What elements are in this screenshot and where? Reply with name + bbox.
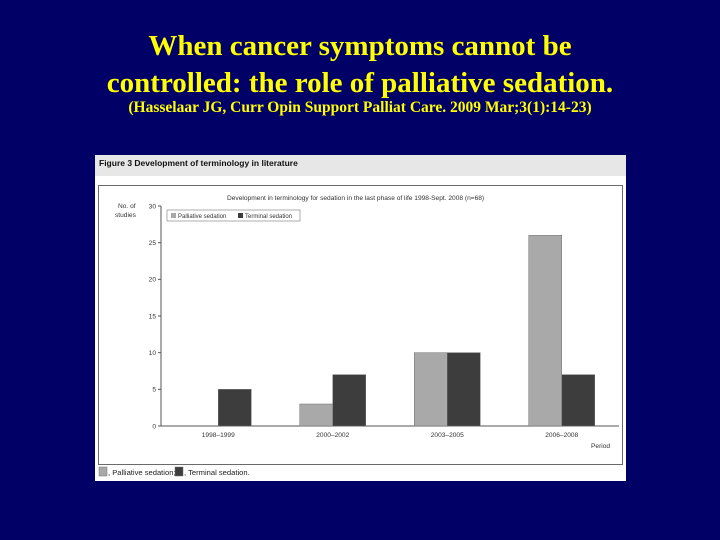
bar-palliative-sedation [299, 403, 333, 427]
slide-title-line-2: controlled: the role of palliative sedat… [106, 67, 614, 99]
footer-legend-swatch [174, 466, 184, 477]
x-axis-label: Period [591, 443, 610, 450]
bar-terminal-sedation [332, 374, 366, 427]
y-tick-label: 20 [149, 277, 157, 284]
bar-terminal-sedation [561, 374, 595, 427]
legend-box [166, 209, 301, 222]
x-tick-label: 2006–2008 [545, 432, 578, 439]
x-tick-label: 2003–2005 [431, 432, 464, 439]
y-tick-label: 30 [149, 203, 157, 210]
footer-legend-swatch [98, 466, 108, 477]
bar-palliative-sedation [528, 235, 562, 427]
chart: Development in terminology for sedation … [98, 185, 623, 477]
bars [218, 235, 595, 427]
figure-panel: Figure 3 Development of terminology in l… [95, 155, 626, 481]
x-axis: 1998–1999 2000–2002 2003–2005 2006–2008 [202, 432, 579, 439]
footer-legend-label: , Terminal sedation. [184, 468, 250, 477]
x-tick-label: 1998–1999 [202, 432, 235, 439]
figure-header: Figure 3 Development of terminology in l… [95, 155, 626, 176]
legend: Palliative sedation Terminal sedation [166, 209, 301, 222]
figure-caption: Figure 3 Development of terminology in l… [99, 158, 298, 168]
y-tick-label: 25 [149, 240, 157, 247]
x-tick-label: 2000–2002 [316, 432, 349, 439]
chart-frame [98, 185, 623, 465]
bar-terminal-sedation [447, 352, 481, 427]
slide-title: When cancer symptoms cannot be controlle… [0, 28, 720, 102]
chart-title: Development in terminology for sedation … [227, 195, 484, 202]
legend-label: Palliative sedation [178, 214, 226, 220]
citation: (Hasselaar JG, Curr Opin Support Palliat… [128, 99, 592, 116]
y-tick-label: 15 [149, 313, 157, 320]
y-tick-label: 10 [149, 350, 157, 357]
legend-swatch [238, 213, 243, 218]
slide-title-line-1: When cancer symptoms cannot be [148, 30, 572, 62]
bar-palliative-sedation [414, 352, 448, 427]
bar-terminal-sedation [218, 389, 252, 427]
y-tick-label: 5 [152, 387, 156, 394]
y-tick-label: 0 [152, 423, 156, 430]
y-axis-label-line-2: studies [115, 212, 137, 219]
legend-label: Terminal sedation [245, 214, 292, 220]
legend-swatch [171, 213, 176, 218]
footer-legend-label: , Palliative sedation; [108, 468, 176, 477]
y-axis-label-line-1: No. of [118, 203, 136, 210]
footer-legend: , Palliative sedation; , Terminal sedatio… [98, 466, 250, 477]
